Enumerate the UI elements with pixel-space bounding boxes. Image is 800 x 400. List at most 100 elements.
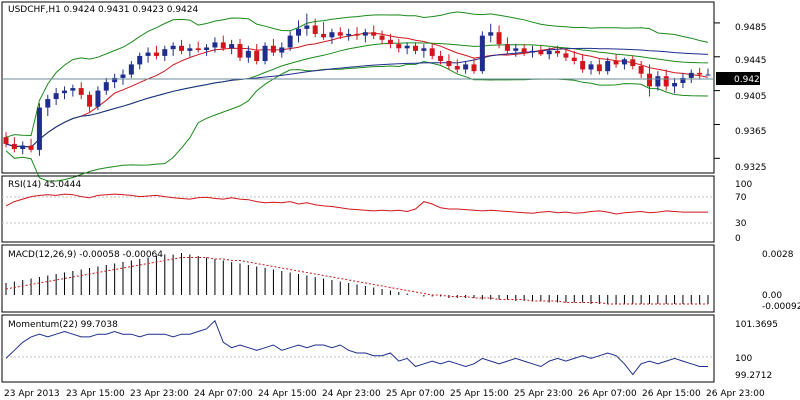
candle-body [647,73,652,87]
candle-body [103,82,109,91]
candle-body [513,48,519,51]
macd-axis-label: 0.0028 [762,250,794,260]
time-axis-label: 25 Apr 15:00 [450,389,509,399]
candle [454,59,460,73]
candle-body [580,61,586,70]
candle [354,27,360,40]
candle-body [362,32,368,36]
momentum-panel-frame [1,314,715,383]
candle-body [588,64,594,70]
candle [571,50,577,65]
candle [279,42,285,58]
candle [387,33,393,49]
candle-body [245,50,251,58]
candle-body [371,32,377,36]
candle-body [555,50,561,54]
candle [87,91,93,112]
candle [538,45,544,56]
candle-body [446,61,452,67]
momentum-panel[interactable]: Momentum(22) 99.7038 101.3695 100 99.271… [1,314,778,383]
candle [563,48,569,61]
candle-body [162,49,168,56]
candle-body [20,145,26,149]
candle [605,57,611,75]
candle-body [438,55,444,61]
candle [672,77,678,94]
price-axis-label: 0.9485 [735,23,767,33]
price-axis-label: 0.9325 [735,163,767,173]
candle-body [504,44,510,51]
candle-body [655,76,661,87]
candle [296,20,301,43]
macd-histogram [5,253,709,304]
candle-body [153,52,159,56]
candle [471,57,477,74]
candle [78,82,84,100]
price-axis-label: 0.9445 [735,56,767,66]
candle [513,44,519,57]
candle-body [145,52,151,56]
candle [647,64,652,97]
candle-body [229,44,235,49]
candle-body [530,50,535,53]
candle-body [28,145,34,150]
time-axis-label: 23 Apr 2013 [4,389,60,399]
candle [128,61,134,78]
candle [270,39,276,56]
candle [496,25,502,49]
candle [70,84,76,97]
candle-body [413,45,418,51]
candle-body [321,33,327,38]
time-axis-label: 24 Apr 15:00 [258,389,317,399]
candle [237,39,243,61]
candle [446,54,452,70]
time-axis-label: 23 Apr 23:00 [130,389,189,399]
main-panel-frame [1,1,715,174]
momentum-axis-label: 100 [735,354,752,364]
candle-body [697,72,703,75]
candle-body [605,61,611,72]
candle [62,86,67,100]
candle-body [170,45,176,50]
candle-body [237,44,243,58]
candle-body [630,59,636,67]
rsi-panel-frame [1,175,715,243]
candle [438,50,444,65]
candle-body [387,39,393,45]
candle-body [70,88,76,91]
candle-body [488,32,494,36]
candle-body [204,47,210,50]
candle [312,18,318,38]
candles [3,13,711,156]
rsi-axis-label: 0 [735,234,741,244]
rsi-axis-label: 100 [735,180,752,190]
momentum-axis-label: 101.3695 [735,320,778,330]
main-panel[interactable]: USDCHF,H1 0.9424 0.9431 0.9423 0.9424 0.… [1,1,767,182]
candle [137,52,143,70]
candle [204,44,210,56]
candle [413,42,418,55]
rsi-panel[interactable]: RSI(14) 45.0444 100 70 30 0 [1,175,752,244]
candle-body [11,143,17,149]
price-axis-label: 0.9365 [735,127,767,137]
candle-body [346,33,352,36]
candle [153,45,159,60]
candle [421,44,427,58]
candle [379,30,385,45]
candle [304,13,310,36]
momentum-path [5,319,708,376]
rsi-path [5,193,708,215]
candle-body [296,28,301,36]
candle-body [663,76,669,87]
candle [220,35,226,51]
candle [20,141,26,155]
candle [705,68,711,76]
candle-body [262,45,268,61]
macd-panel[interactable]: MACD(12,26,9) -0.00058 -0.00064 0.0028 0… [1,244,800,313]
candle [396,39,402,53]
candle-body [688,72,694,78]
candle-body [137,55,143,65]
candle [521,44,527,56]
candle-body [329,32,335,38]
